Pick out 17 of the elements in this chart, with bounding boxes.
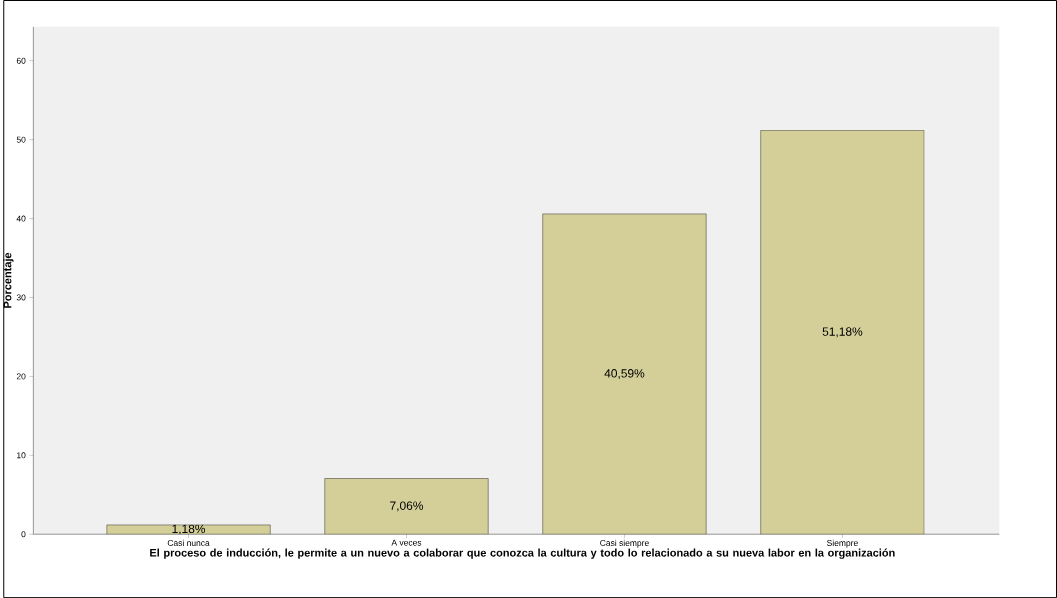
- y-tick-label: 60: [16, 57, 26, 64]
- x-tick-label: A veces: [391, 539, 422, 546]
- data-label: 51,18%: [822, 327, 863, 338]
- y-tick-label: 30: [16, 294, 26, 301]
- y-tick-label: 50: [16, 136, 26, 143]
- x-tick-label: Casi siempre: [600, 539, 649, 548]
- y-tick-label: 40: [16, 215, 26, 222]
- data-label: 40,59%: [604, 369, 645, 379]
- y-axis-title: Porcentaje: [3, 252, 14, 308]
- data-label: 7,06%: [390, 501, 424, 512]
- data-label: 1,18%: [172, 524, 206, 535]
- y-tick-label: 10: [17, 452, 26, 459]
- x-tick-label: Casi nunca: [167, 539, 210, 546]
- y-tick-label: 0: [21, 531, 26, 538]
- y-tick-label: 20: [16, 373, 26, 380]
- x-tick-label: Siempre: [827, 539, 858, 548]
- x-axis-title: El proceso de inducción, le permite a un nuevo a colaborar que conozca la cultura y todo lo relacionado a su nueva labor en la organización: [150, 548, 895, 559]
